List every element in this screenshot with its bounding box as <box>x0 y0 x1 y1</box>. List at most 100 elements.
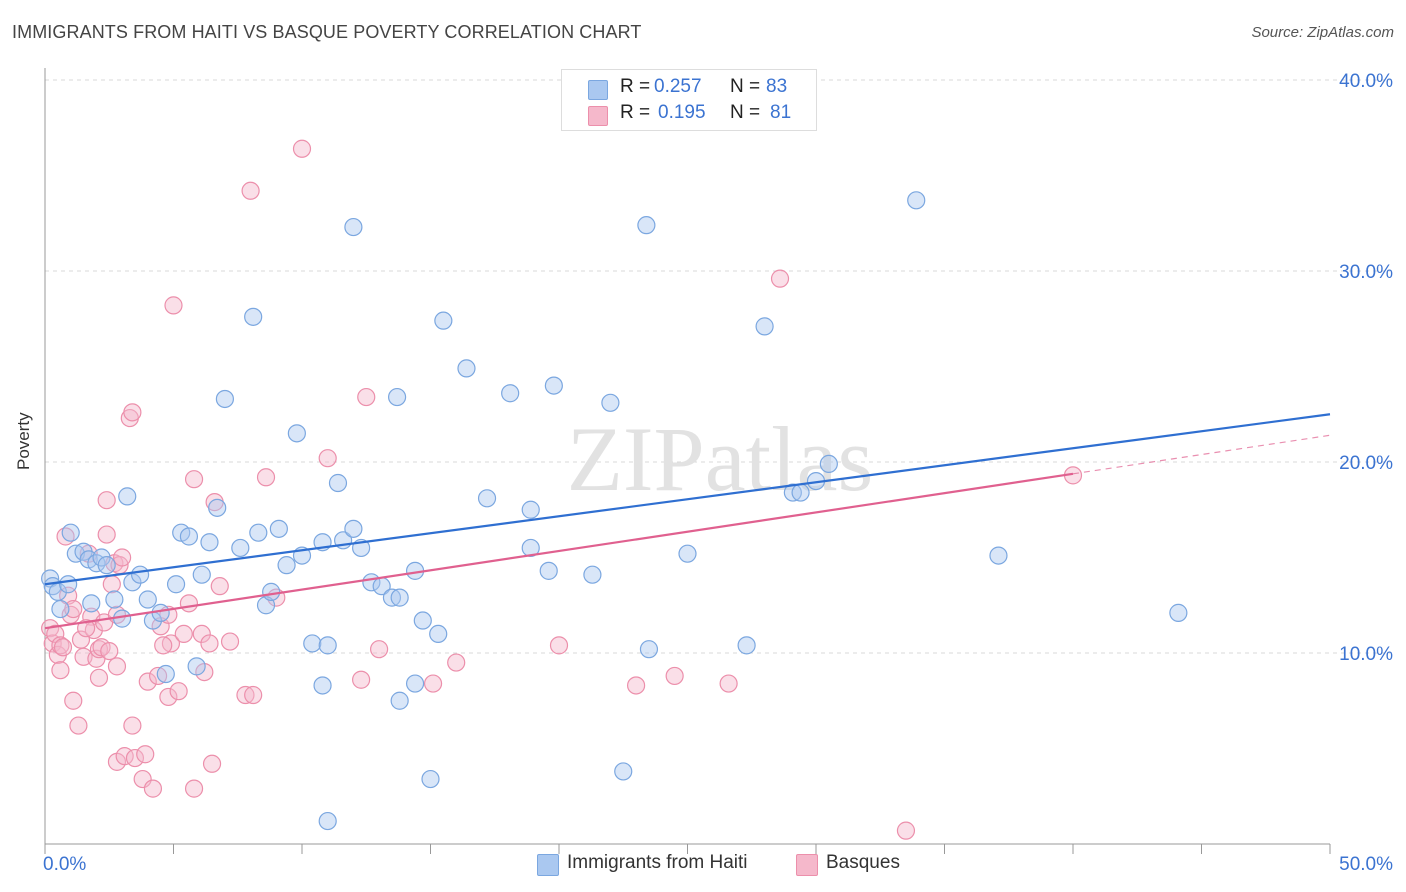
haiti-point <box>457 359 476 378</box>
y-tick-label: 40.0% <box>1339 71 1393 92</box>
basques-point <box>159 687 178 707</box>
basques-point <box>123 403 142 422</box>
basques-point <box>192 624 211 644</box>
basques-point <box>53 638 73 657</box>
haiti-point <box>249 523 268 542</box>
basques-point <box>125 748 145 768</box>
basques-point <box>626 676 646 695</box>
haiti-point <box>344 519 363 538</box>
basques-points <box>41 139 1083 840</box>
haiti-point <box>521 538 540 558</box>
haiti-point <box>429 624 448 644</box>
x-tick-label: 50.0% <box>1339 854 1393 875</box>
haiti-point <box>179 527 199 546</box>
haiti-point <box>318 811 337 831</box>
basques-point <box>51 661 70 680</box>
basques-point <box>64 599 83 619</box>
y-tick-label: 30.0% <box>1339 262 1393 283</box>
basques-point <box>112 548 132 567</box>
axes <box>44 68 1331 854</box>
haiti-point <box>82 594 101 613</box>
haiti-point <box>387 387 407 407</box>
basques-point <box>164 296 183 315</box>
basques-point <box>665 666 684 686</box>
basques-point <box>220 632 240 651</box>
haiti-point <box>434 311 453 330</box>
haiti-point <box>303 634 322 653</box>
tick-labels: 10.0% 20.0% 30.0% 40.0% 0.0% 50.0% <box>43 71 1393 875</box>
basques-point <box>318 449 337 468</box>
basques-point <box>447 653 466 672</box>
chart-title: IMMIGRANTS FROM HAITI VS BASQUE POVERTY … <box>12 22 642 42</box>
haiti-point <box>344 217 363 237</box>
haiti-point <box>1169 603 1188 622</box>
haiti-points <box>41 191 1188 831</box>
haiti-point <box>382 588 402 607</box>
basques-point <box>138 672 157 691</box>
basques-point <box>770 269 790 288</box>
haiti-point <box>989 546 1008 565</box>
basques-point <box>136 745 155 764</box>
legend-r-value: 0.195 <box>658 102 706 123</box>
haiti-point <box>601 393 620 412</box>
haiti-point <box>112 609 132 628</box>
source-label: Source: ZipAtlas.com <box>1251 24 1394 41</box>
y-tick-label: 10.0% <box>1339 644 1393 665</box>
basques-point <box>370 640 389 659</box>
haiti-point <box>105 590 124 609</box>
correlation-legend: R = 0.257 N = 83 R = 0.195 N = 81 <box>561 69 817 131</box>
basques-point <box>97 491 116 510</box>
basques-point <box>292 139 312 158</box>
haiti-point <box>61 523 80 542</box>
legend-n-label: N = <box>730 102 761 123</box>
haiti-point <box>123 573 142 592</box>
basques-point <box>357 387 376 407</box>
haiti-point <box>256 596 276 615</box>
haiti-point <box>328 473 348 493</box>
haiti-point <box>390 588 409 607</box>
legend-n-value: 83 <box>766 76 788 97</box>
basques-point <box>236 685 255 705</box>
haiti-point <box>791 483 810 502</box>
haiti-point <box>755 317 774 336</box>
haiti-point <box>215 389 234 409</box>
x-tick-label: 0.0% <box>43 854 86 875</box>
basques-point <box>169 682 188 701</box>
haiti-point <box>318 636 337 655</box>
basques-point <box>179 594 199 613</box>
haiti-point <box>51 599 70 619</box>
legend-n-label: N = <box>730 76 761 97</box>
legend-r-value: 0.257 <box>654 76 702 97</box>
basques-point <box>174 624 193 644</box>
haiti-point <box>390 691 409 710</box>
haiti-point <box>783 483 802 502</box>
basques-point <box>97 525 116 544</box>
haiti-point <box>477 489 497 508</box>
haiti-point <box>678 544 697 563</box>
haiti-point <box>156 664 175 684</box>
gridlines <box>45 79 1390 654</box>
basques-point <box>352 670 371 689</box>
haiti-point <box>59 575 78 594</box>
basques-trend-extension <box>1072 434 1331 475</box>
haiti-trend-line <box>44 413 1331 586</box>
haiti-point <box>583 565 602 584</box>
haiti-point <box>907 191 926 210</box>
haiti-point <box>637 216 656 235</box>
haiti-point <box>287 424 306 443</box>
basques-point <box>210 577 229 596</box>
basques-point <box>256 468 276 487</box>
legend-swatch-pink <box>588 106 608 126</box>
basques-point <box>51 636 70 655</box>
haiti-point <box>269 519 288 538</box>
basques-point <box>244 685 263 705</box>
haiti-point <box>130 565 150 584</box>
haiti-point <box>737 636 756 655</box>
haiti-swatch <box>537 854 559 876</box>
haiti-point <box>819 454 838 474</box>
haiti-point <box>244 307 263 326</box>
haiti-point <box>151 603 170 622</box>
haiti-point <box>421 769 440 789</box>
basques-legend-label: Basques <box>826 852 900 873</box>
